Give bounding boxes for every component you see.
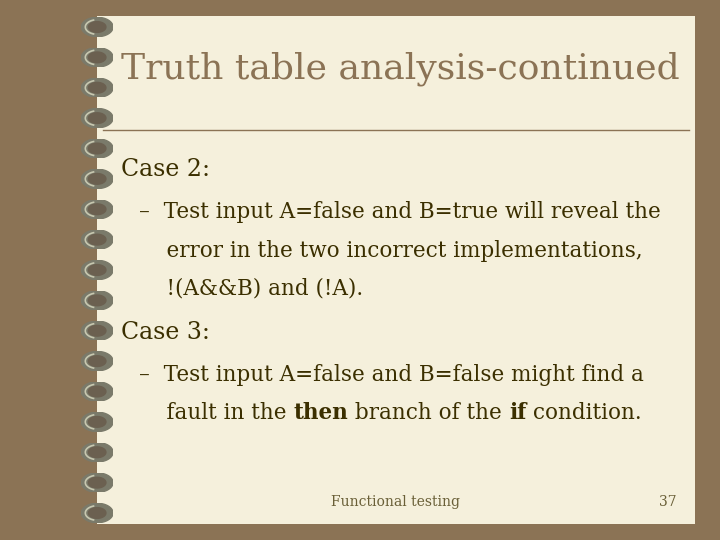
Text: Functional testing: Functional testing [331,495,461,509]
Polygon shape [81,382,113,401]
Polygon shape [81,473,113,492]
Text: if: if [509,402,526,424]
Text: 37: 37 [660,495,677,509]
Polygon shape [89,295,106,306]
Polygon shape [89,265,106,275]
Polygon shape [89,234,106,245]
Text: –  Test input A=false and B=true will reveal the: – Test input A=false and B=true will rev… [139,201,661,224]
Text: then: then [294,402,348,424]
Polygon shape [89,83,106,93]
Polygon shape [89,22,106,32]
Polygon shape [89,173,106,184]
Polygon shape [89,326,106,336]
Text: condition.: condition. [526,402,642,424]
Polygon shape [81,503,113,523]
Polygon shape [81,78,113,97]
Polygon shape [81,291,113,310]
Polygon shape [81,412,113,431]
Polygon shape [81,169,113,188]
Polygon shape [81,352,113,371]
Text: fault in the: fault in the [139,402,294,424]
Text: error in the two incorrect implementations,: error in the two incorrect implementatio… [139,240,643,261]
Polygon shape [81,139,113,158]
Polygon shape [89,113,106,124]
Text: Case 3:: Case 3: [121,321,210,344]
Polygon shape [89,52,106,63]
Polygon shape [89,508,106,518]
Polygon shape [89,416,106,427]
Text: Case 2:: Case 2: [121,158,210,181]
Polygon shape [81,321,113,340]
Text: branch of the: branch of the [348,402,509,424]
Text: !(A&&B) and (!A).: !(A&&B) and (!A). [139,278,363,300]
Polygon shape [81,109,113,128]
Polygon shape [89,204,106,214]
Polygon shape [81,230,113,249]
Polygon shape [89,356,106,367]
Polygon shape [89,143,106,154]
Polygon shape [89,447,106,457]
Polygon shape [89,386,106,397]
Polygon shape [89,477,106,488]
Polygon shape [81,260,113,280]
Text: Truth table analysis-continued: Truth table analysis-continued [121,52,680,86]
Polygon shape [81,48,113,67]
Polygon shape [81,200,113,219]
Text: –  Test input A=false and B=false might find a: – Test input A=false and B=false might f… [139,364,644,386]
Polygon shape [81,17,113,37]
Polygon shape [81,443,113,462]
